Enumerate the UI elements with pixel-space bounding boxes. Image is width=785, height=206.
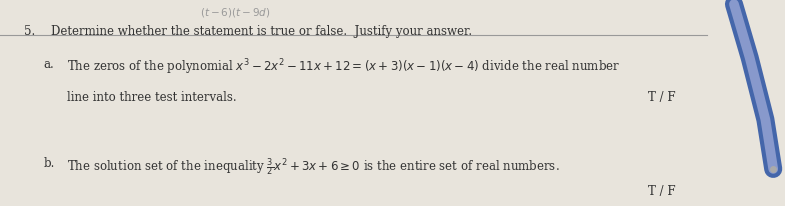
Text: T / F: T / F (648, 185, 675, 198)
Text: $(t-6)(t-9d)$: $(t-6)(t-9d)$ (200, 6, 271, 19)
Text: 5.: 5. (24, 25, 35, 38)
Text: Determine whether the statement is true or false.  Justify your answer.: Determine whether the statement is true … (51, 25, 472, 38)
Text: The zeros of the polynomial $x^3 - 2x^2 - 11x + 12 = (x+3)(x-1)(x-4)$ divide the: The zeros of the polynomial $x^3 - 2x^2 … (67, 58, 620, 77)
Text: b.: b. (43, 157, 54, 170)
Text: line into three test intervals.: line into three test intervals. (67, 91, 236, 104)
Text: T / F: T / F (648, 91, 675, 104)
Text: The solution set of the inequality $\frac{3}{2}x^2 + 3x + 6 \geq 0$ is the entir: The solution set of the inequality $\fra… (67, 157, 560, 178)
Text: a.: a. (43, 58, 54, 71)
